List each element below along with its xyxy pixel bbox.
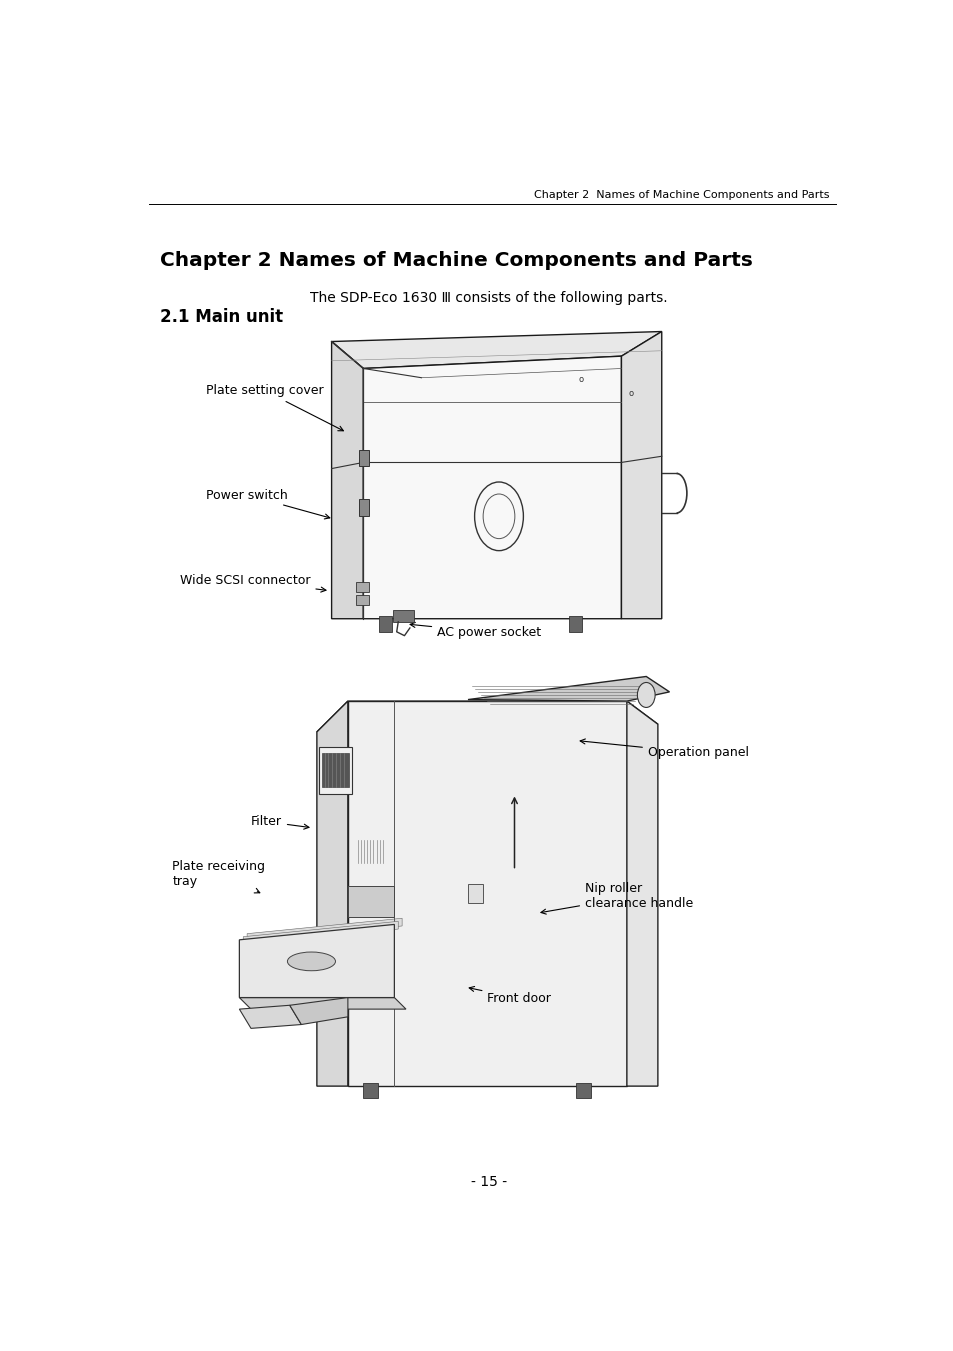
Text: Operation panel: Operation panel (579, 739, 748, 759)
Text: Filter: Filter (251, 815, 309, 830)
Text: o: o (578, 374, 583, 384)
Polygon shape (626, 701, 658, 1086)
Bar (378, 616, 392, 632)
Polygon shape (239, 924, 394, 997)
Polygon shape (316, 701, 348, 1086)
Text: Plate setting cover: Plate setting cover (206, 385, 343, 431)
Text: The SDP-Eco 1630 Ⅲ consists of the following parts.: The SDP-Eco 1630 Ⅲ consists of the follo… (310, 292, 667, 305)
Text: Wide SCSI connector: Wide SCSI connector (180, 574, 326, 592)
Text: Plate receiving
tray: Plate receiving tray (172, 859, 265, 893)
Bar (348, 886, 394, 917)
Text: 2.1 Main unit: 2.1 Main unit (160, 308, 283, 327)
Bar (568, 616, 581, 632)
Polygon shape (247, 919, 402, 942)
Polygon shape (239, 1005, 301, 1028)
Text: - 15 -: - 15 - (471, 1174, 506, 1189)
Text: Chapter 2  Names of Machine Components and Parts: Chapter 2 Names of Machine Components an… (533, 190, 828, 200)
Bar (355, 594, 369, 605)
Polygon shape (316, 701, 658, 732)
Polygon shape (620, 331, 661, 619)
Bar (355, 582, 369, 592)
Bar (358, 500, 369, 516)
Text: Arm: Arm (248, 977, 274, 993)
Bar (393, 611, 414, 621)
Bar (363, 1084, 377, 1098)
Bar (322, 754, 348, 788)
Bar (468, 885, 483, 902)
Text: Chapter 2 Names of Machine Components and Parts: Chapter 2 Names of Machine Components an… (160, 251, 752, 270)
Text: Front door: Front door (469, 986, 551, 1005)
Bar (319, 747, 352, 793)
Polygon shape (290, 997, 348, 1024)
Text: AC power socket: AC power socket (410, 623, 540, 639)
Polygon shape (332, 331, 661, 369)
Polygon shape (239, 997, 406, 1009)
Circle shape (637, 682, 655, 708)
Polygon shape (348, 701, 626, 1086)
Polygon shape (243, 921, 397, 944)
Text: Nip roller
clearance handle: Nip roller clearance handle (540, 881, 693, 915)
Bar (358, 450, 369, 466)
Polygon shape (332, 342, 363, 619)
Polygon shape (468, 677, 669, 701)
Text: o: o (627, 389, 633, 397)
Text: Power switch: Power switch (206, 489, 330, 519)
Bar (576, 1084, 591, 1098)
Ellipse shape (287, 952, 335, 971)
Polygon shape (363, 357, 620, 619)
